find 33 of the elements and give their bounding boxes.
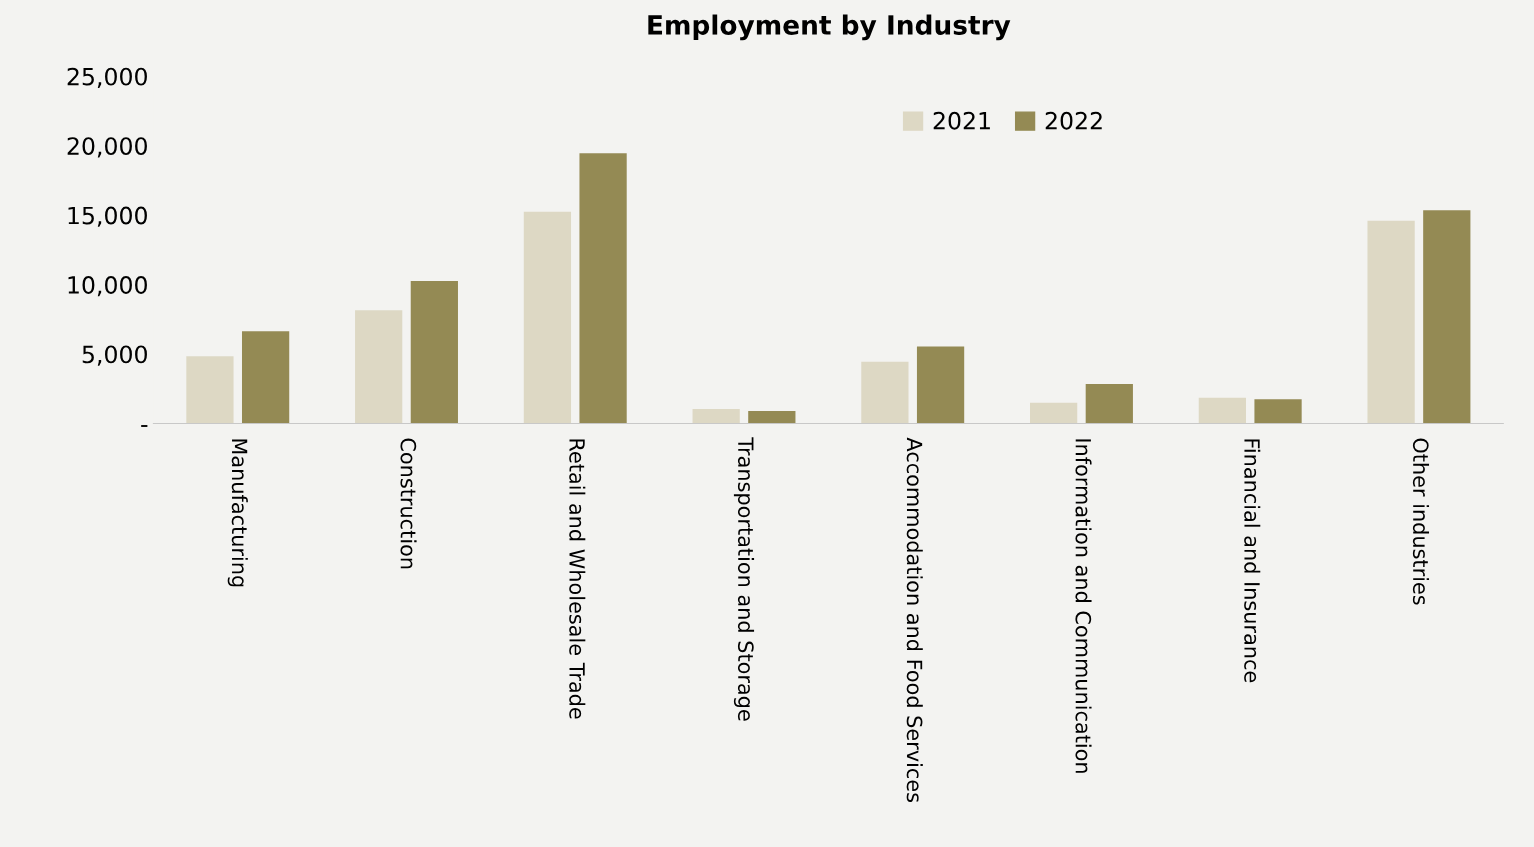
bar bbox=[579, 153, 627, 424]
x-tick-label: Financial and Insurance bbox=[1244, 439, 1261, 683]
bar bbox=[1367, 220, 1415, 424]
bar bbox=[410, 281, 458, 424]
bar bbox=[355, 310, 403, 424]
y-tick-label: 10,000 bbox=[68, 276, 147, 297]
bar bbox=[1423, 210, 1471, 424]
y-tick-label: 25,000 bbox=[67, 67, 147, 88]
bar bbox=[523, 211, 572, 424]
x-tick-label: Other industries bbox=[1412, 438, 1430, 605]
y-tick-label: - bbox=[141, 425, 148, 427]
legend-label: 2021 bbox=[933, 111, 990, 130]
bar bbox=[1085, 383, 1133, 424]
bar bbox=[186, 356, 234, 424]
bar bbox=[748, 411, 796, 424]
legend-label: 2022 bbox=[1045, 111, 1102, 130]
x-tick-label: Transportation and Storage bbox=[733, 437, 755, 721]
x-tick-label: Manufacturing bbox=[227, 439, 248, 587]
y-tick-label: 20,000 bbox=[67, 137, 147, 158]
x-tick-label: Construction bbox=[400, 438, 417, 569]
bar bbox=[861, 361, 909, 424]
bar bbox=[916, 346, 965, 424]
x-tick-label: Information and Communication bbox=[1075, 439, 1092, 773]
y-tick-label: 5,000 bbox=[82, 345, 147, 366]
bar bbox=[1030, 402, 1078, 424]
chart-title: Employment by Industry bbox=[648, 14, 1011, 41]
y-tick-label: 15,000 bbox=[68, 206, 147, 227]
bar bbox=[1254, 399, 1302, 424]
bar bbox=[692, 408, 740, 424]
bar bbox=[1198, 397, 1246, 424]
x-tick-label: Retail and Wholesale Trade bbox=[569, 439, 586, 719]
x-tick-label: Accommodation and Food Services bbox=[906, 437, 923, 802]
bar bbox=[241, 331, 290, 424]
